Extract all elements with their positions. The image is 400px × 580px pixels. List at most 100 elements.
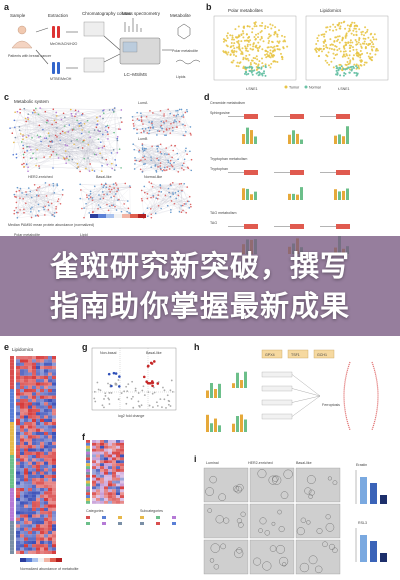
tsne-point	[233, 42, 236, 45]
heatmap-cell	[100, 454, 104, 458]
tsne-point	[359, 43, 362, 46]
heatmap-cell	[36, 438, 40, 442]
heatmap-cell	[24, 422, 28, 426]
network-edge	[100, 112, 114, 154]
row-annotation	[10, 445, 14, 449]
heatmap-cell	[32, 514, 36, 518]
tsne-point	[231, 38, 234, 41]
network-edge	[141, 114, 179, 117]
heatmap-cell	[108, 500, 112, 504]
tsne-point	[369, 33, 372, 36]
network-node	[160, 207, 162, 210]
network-node	[173, 121, 175, 123]
network-edge	[51, 113, 72, 155]
tsne-point	[317, 49, 320, 52]
heatmap-cell	[120, 448, 124, 452]
heatmap-cell	[52, 415, 56, 419]
enzyme-box	[336, 170, 350, 175]
tsne-point	[266, 26, 269, 29]
network-node	[108, 188, 110, 191]
tsne-point	[245, 39, 248, 42]
network-node	[19, 111, 21, 114]
heatmap-cell	[52, 547, 56, 551]
network-node	[86, 119, 89, 122]
volcano-point	[142, 385, 145, 388]
heatmap-cell	[32, 428, 36, 432]
tsne-point	[266, 50, 269, 53]
row-annotation	[10, 497, 14, 502]
heatmap-cell	[104, 463, 108, 467]
heatmap-cell	[32, 537, 36, 541]
heatmap-cell	[104, 469, 108, 472]
network-node	[49, 146, 52, 149]
microscopy-tile	[295, 539, 341, 575]
heatmap-cell	[24, 491, 28, 495]
tsne-point	[267, 64, 270, 67]
heatmap-cell	[48, 521, 52, 525]
network-node	[133, 125, 135, 127]
her2-label: HER2-enriched	[28, 175, 53, 179]
spheroid	[238, 522, 244, 528]
tsne-point	[372, 43, 375, 46]
network-node	[42, 206, 45, 209]
network-edge	[66, 110, 104, 159]
network-node	[180, 182, 183, 185]
heatmap-cell	[40, 494, 44, 498]
network-node	[107, 133, 109, 136]
network-edge	[38, 114, 80, 127]
network-node	[44, 182, 47, 184]
network-edge	[176, 198, 182, 213]
heatmap-cell	[28, 461, 32, 465]
row-annotation	[10, 428, 14, 432]
network-node	[27, 145, 29, 148]
row-annotation	[10, 412, 14, 416]
network-node	[76, 138, 78, 141]
tsne-point	[249, 39, 252, 42]
network-edge	[117, 188, 122, 212]
tsne-point	[261, 22, 264, 25]
heatmap-cell	[52, 395, 56, 399]
heatmap-cell	[16, 356, 20, 360]
colorbar-label: Median PAM50 mean protein abundance (nor…	[8, 223, 94, 227]
heatmap-cell	[52, 435, 56, 439]
colorbar-swatch	[130, 214, 138, 218]
network-node	[165, 120, 168, 122]
network-node	[156, 145, 158, 148]
network-edge	[176, 198, 191, 205]
heatmap-cell	[44, 521, 48, 525]
network-edge	[36, 190, 63, 195]
heatmap-cell	[44, 504, 48, 508]
ferroptosis-bar	[206, 414, 209, 432]
network-edge	[139, 161, 167, 171]
network-edge	[65, 150, 107, 160]
tsne-point	[231, 49, 234, 52]
network-node	[150, 213, 153, 216]
network-node	[91, 199, 94, 202]
tsne-point	[259, 38, 262, 41]
network-edge	[30, 147, 79, 159]
network-edge	[26, 140, 118, 147]
network-node	[54, 134, 57, 137]
network-node	[168, 191, 170, 194]
row-annotation	[86, 440, 90, 443]
network-node	[141, 143, 144, 145]
network-edge	[150, 125, 186, 128]
heatmap-cell	[44, 369, 48, 373]
enzyme-box	[244, 224, 258, 229]
tsne-point	[355, 48, 358, 51]
heatmap-cell	[44, 478, 48, 482]
heatmap-cell	[44, 537, 48, 541]
tsne-point	[257, 36, 260, 39]
heatmap-cell	[16, 438, 20, 442]
tsne-point	[343, 20, 346, 23]
network-node	[175, 115, 178, 117]
network-edge	[181, 190, 183, 213]
microscopy-tile	[249, 539, 295, 575]
network-edge	[36, 116, 101, 159]
tsne-point	[336, 35, 339, 38]
heatmap-cell	[48, 497, 52, 502]
tsne-point	[241, 30, 244, 33]
heatmap-cell	[100, 477, 104, 481]
tsne-point	[258, 60, 261, 63]
heatmap-cell	[24, 478, 28, 482]
